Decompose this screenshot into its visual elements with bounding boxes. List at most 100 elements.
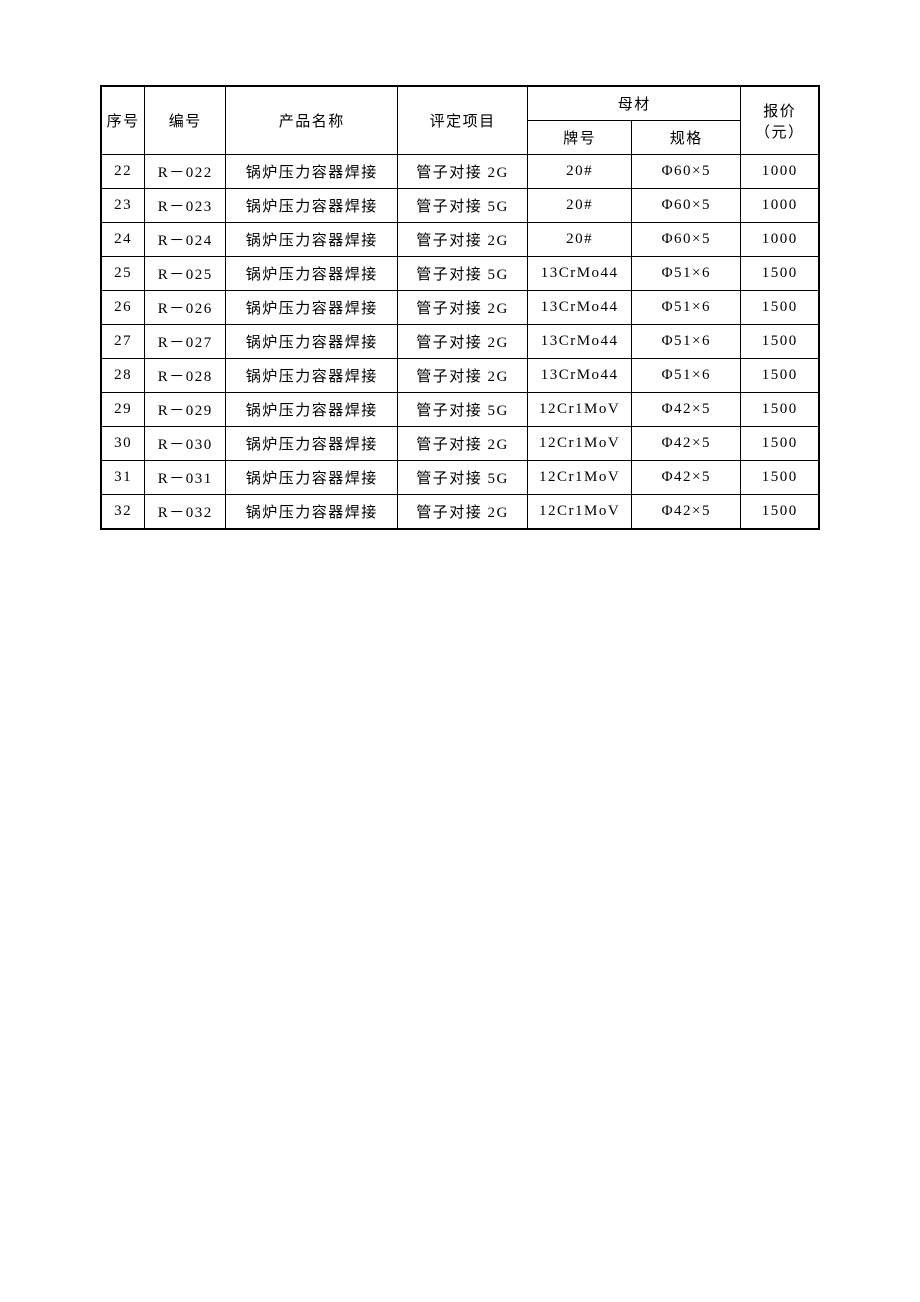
cell-price: 1500 — [741, 495, 819, 530]
header-item: 评定项目 — [398, 86, 528, 155]
cell-spec: Φ60×5 — [632, 223, 741, 257]
cell-seq: 23 — [101, 189, 145, 223]
cell-seq: 22 — [101, 155, 145, 189]
cell-spec: Φ42×5 — [632, 427, 741, 461]
cell-item: 管子对接 5G — [398, 257, 528, 291]
cell-code: R－029 — [145, 393, 226, 427]
cell-item: 管子对接 2G — [398, 359, 528, 393]
cell-name: 锅炉压力容器焊接 — [226, 291, 398, 325]
header-name: 产品名称 — [226, 86, 398, 155]
cell-code: R－027 — [145, 325, 226, 359]
cell-code: R－026 — [145, 291, 226, 325]
cell-item: 管子对接 2G — [398, 291, 528, 325]
table-row: 29 R－029 锅炉压力容器焊接 管子对接 5G 12Cr1MoV Φ42×5… — [101, 393, 819, 427]
cell-code: R－023 — [145, 189, 226, 223]
cell-price: 1000 — [741, 189, 819, 223]
cell-item: 管子对接 2G — [398, 223, 528, 257]
cell-name: 锅炉压力容器焊接 — [226, 461, 398, 495]
cell-spec: Φ42×5 — [632, 461, 741, 495]
cell-code: R－031 — [145, 461, 226, 495]
table-row: 25 R－025 锅炉压力容器焊接 管子对接 5G 13CrMo44 Φ51×6… — [101, 257, 819, 291]
header-row-1: 序号 编号 产品名称 评定项目 母材 报价（元） — [101, 86, 819, 121]
cell-spec: Φ42×5 — [632, 393, 741, 427]
cell-grade: 13CrMo44 — [528, 291, 632, 325]
cell-seq: 26 — [101, 291, 145, 325]
cell-grade: 12Cr1MoV — [528, 393, 632, 427]
cell-spec: Φ42×5 — [632, 495, 741, 530]
header-spec: 规格 — [632, 121, 741, 155]
cell-price: 1500 — [741, 393, 819, 427]
cell-grade: 13CrMo44 — [528, 325, 632, 359]
table-row: 22 R－022 锅炉压力容器焊接 管子对接 2G 20# Φ60×5 1000 — [101, 155, 819, 189]
cell-grade: 20# — [528, 189, 632, 223]
cell-price: 1500 — [741, 427, 819, 461]
cell-item: 管子对接 2G — [398, 495, 528, 530]
header-code: 编号 — [145, 86, 226, 155]
cell-grade: 12Cr1MoV — [528, 461, 632, 495]
cell-spec: Φ60×5 — [632, 155, 741, 189]
cell-name: 锅炉压力容器焊接 — [226, 189, 398, 223]
cell-code: R－025 — [145, 257, 226, 291]
cell-name: 锅炉压力容器焊接 — [226, 427, 398, 461]
cell-seq: 25 — [101, 257, 145, 291]
cell-seq: 30 — [101, 427, 145, 461]
cell-item: 管子对接 5G — [398, 393, 528, 427]
cell-spec: Φ51×6 — [632, 291, 741, 325]
cell-grade: 13CrMo44 — [528, 359, 632, 393]
cell-price: 1500 — [741, 359, 819, 393]
table-row: 30 R－030 锅炉压力容器焊接 管子对接 2G 12Cr1MoV Φ42×5… — [101, 427, 819, 461]
cell-price: 1500 — [741, 461, 819, 495]
cell-spec: Φ60×5 — [632, 189, 741, 223]
cell-code: R－032 — [145, 495, 226, 530]
cell-name: 锅炉压力容器焊接 — [226, 393, 398, 427]
cell-name: 锅炉压力容器焊接 — [226, 495, 398, 530]
cell-spec: Φ51×6 — [632, 257, 741, 291]
cell-seq: 32 — [101, 495, 145, 530]
cell-spec: Φ51×6 — [632, 325, 741, 359]
cell-seq: 24 — [101, 223, 145, 257]
cell-seq: 31 — [101, 461, 145, 495]
header-grade: 牌号 — [528, 121, 632, 155]
cell-name: 锅炉压力容器焊接 — [226, 257, 398, 291]
cell-price: 1500 — [741, 257, 819, 291]
cell-code: R－030 — [145, 427, 226, 461]
cell-item: 管子对接 2G — [398, 427, 528, 461]
cell-code: R－022 — [145, 155, 226, 189]
table-row: 23 R－023 锅炉压力容器焊接 管子对接 5G 20# Φ60×5 1000 — [101, 189, 819, 223]
cell-name: 锅炉压力容器焊接 — [226, 325, 398, 359]
cell-grade: 20# — [528, 155, 632, 189]
cell-grade: 12Cr1MoV — [528, 427, 632, 461]
table-row: 27 R－027 锅炉压力容器焊接 管子对接 2G 13CrMo44 Φ51×6… — [101, 325, 819, 359]
table-row: 24 R－024 锅炉压力容器焊接 管子对接 2G 20# Φ60×5 1000 — [101, 223, 819, 257]
cell-price: 1000 — [741, 155, 819, 189]
cell-name: 锅炉压力容器焊接 — [226, 155, 398, 189]
cell-name: 锅炉压力容器焊接 — [226, 223, 398, 257]
cell-seq: 27 — [101, 325, 145, 359]
cell-code: R－028 — [145, 359, 226, 393]
cell-seq: 29 — [101, 393, 145, 427]
table-row: 32 R－032 锅炉压力容器焊接 管子对接 2G 12Cr1MoV Φ42×5… — [101, 495, 819, 530]
table-header: 序号 编号 产品名称 评定项目 母材 报价（元） 牌号 规格 — [101, 86, 819, 155]
cell-spec: Φ51×6 — [632, 359, 741, 393]
cell-item: 管子对接 2G — [398, 155, 528, 189]
cell-grade: 20# — [528, 223, 632, 257]
cell-code: R－024 — [145, 223, 226, 257]
header-price: 报价（元） — [741, 86, 819, 155]
cell-price: 1500 — [741, 325, 819, 359]
table-row: 31 R－031 锅炉压力容器焊接 管子对接 5G 12Cr1MoV Φ42×5… — [101, 461, 819, 495]
cell-price: 1500 — [741, 291, 819, 325]
cell-price: 1000 — [741, 223, 819, 257]
cell-grade: 12Cr1MoV — [528, 495, 632, 530]
header-material-group: 母材 — [528, 86, 741, 121]
cell-item: 管子对接 5G — [398, 189, 528, 223]
cell-grade: 13CrMo44 — [528, 257, 632, 291]
cell-item: 管子对接 5G — [398, 461, 528, 495]
table-body: 22 R－022 锅炉压力容器焊接 管子对接 2G 20# Φ60×5 1000… — [101, 155, 819, 530]
welding-spec-table: 序号 编号 产品名称 评定项目 母材 报价（元） 牌号 规格 22 R－022 … — [100, 85, 820, 530]
cell-name: 锅炉压力容器焊接 — [226, 359, 398, 393]
table-row: 28 R－028 锅炉压力容器焊接 管子对接 2G 13CrMo44 Φ51×6… — [101, 359, 819, 393]
cell-item: 管子对接 2G — [398, 325, 528, 359]
header-seq: 序号 — [101, 86, 145, 155]
cell-seq: 28 — [101, 359, 145, 393]
table-row: 26 R－026 锅炉压力容器焊接 管子对接 2G 13CrMo44 Φ51×6… — [101, 291, 819, 325]
